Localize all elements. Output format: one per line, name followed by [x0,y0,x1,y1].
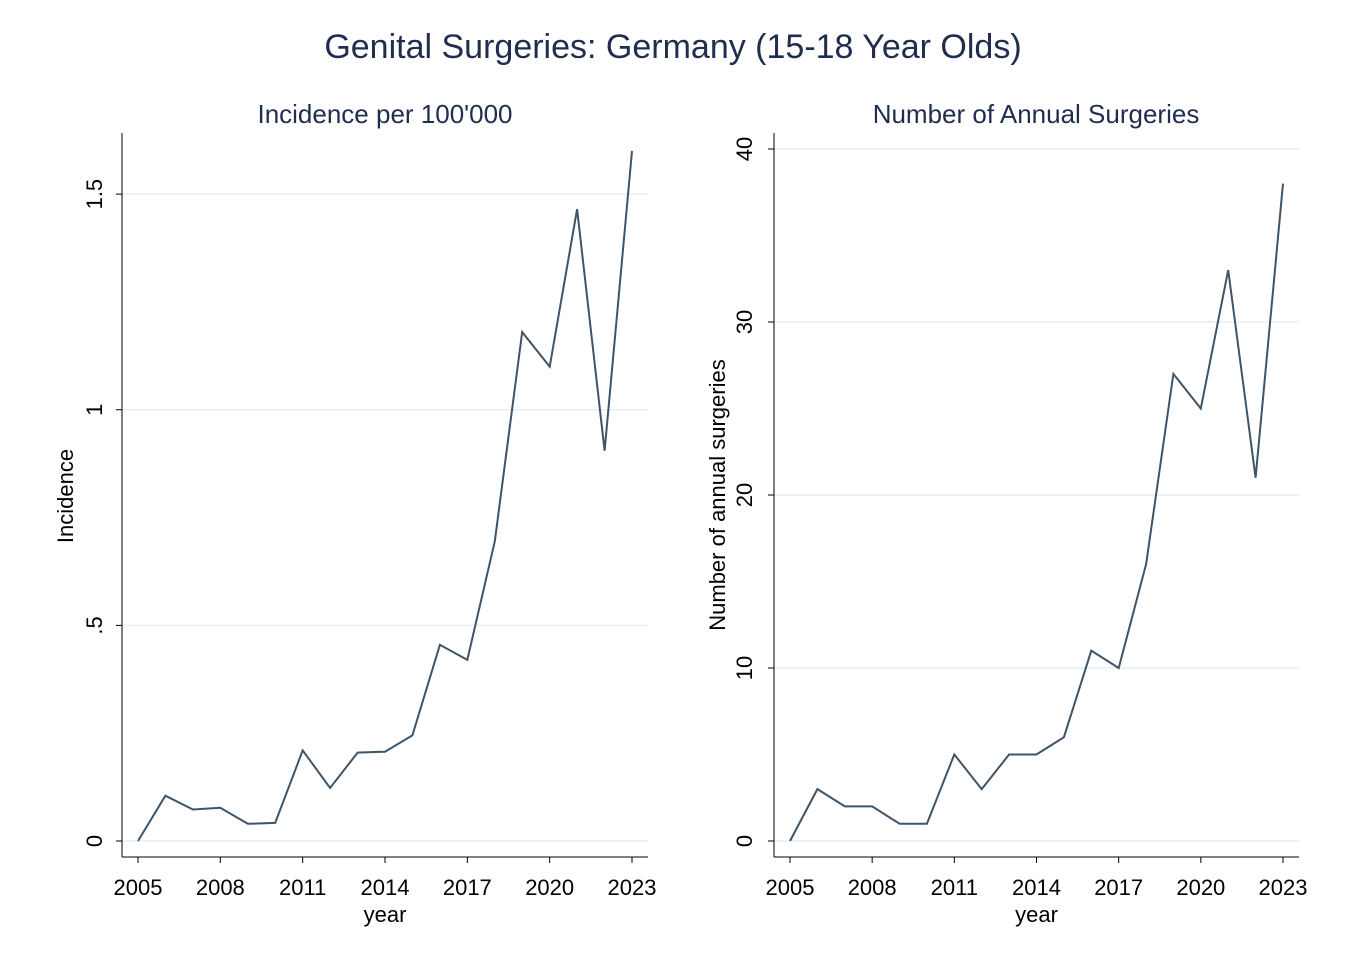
figure-title: Genital Surgeries: Germany (15-18 Year O… [324,28,1021,66]
x-tick-label: 2005 [766,875,815,900]
x-tick-label: 2011 [931,875,978,900]
y-tick-label: 10 [732,656,757,680]
x-axis-label: year [364,902,407,927]
chart-title: Number of Annual Surgeries [873,99,1200,129]
y-tick-label: 30 [732,310,757,334]
x-tick-label: 2014 [361,875,410,900]
x-tick-label: 2017 [1094,875,1143,900]
y-axis-label: Incidence [53,449,78,543]
x-tick-label: 2023 [608,875,657,900]
x-tick-label: 2023 [1259,875,1308,900]
y-tick-label: .5 [82,616,107,634]
y-axis-label: Number of annual surgeries [705,359,730,630]
x-tick-label: 2008 [196,875,245,900]
x-tick-label: 2008 [848,875,897,900]
x-tick-label: 2020 [1176,875,1225,900]
y-tick-label: 0 [732,835,757,847]
x-tick-label: 2020 [525,875,574,900]
y-tick-label: 40 [732,137,757,161]
y-tick-label: 1 [82,404,107,416]
x-tick-label: 2005 [114,875,163,900]
x-tick-label: 2011 [279,875,326,900]
chart-panel-annual-surgeries: Number of Annual Surgeries 0 10 20 30 40 2005 2… [705,99,1307,927]
x-tick-label: 2017 [443,875,492,900]
x-tick-label: 2014 [1012,875,1061,900]
y-tick-label: 1.5 [82,179,107,210]
chart-panel-incidence: Incidence per 100'000 0 .5 1 1.5 2005 2008 2011… [53,99,656,927]
x-axis-label: year [1015,902,1058,927]
series-line [137,150,633,842]
y-tick-label: 0 [82,835,107,847]
chart-title: Incidence per 100'000 [257,99,512,129]
series-line [789,183,1284,842]
y-tick-label: 20 [732,483,757,507]
